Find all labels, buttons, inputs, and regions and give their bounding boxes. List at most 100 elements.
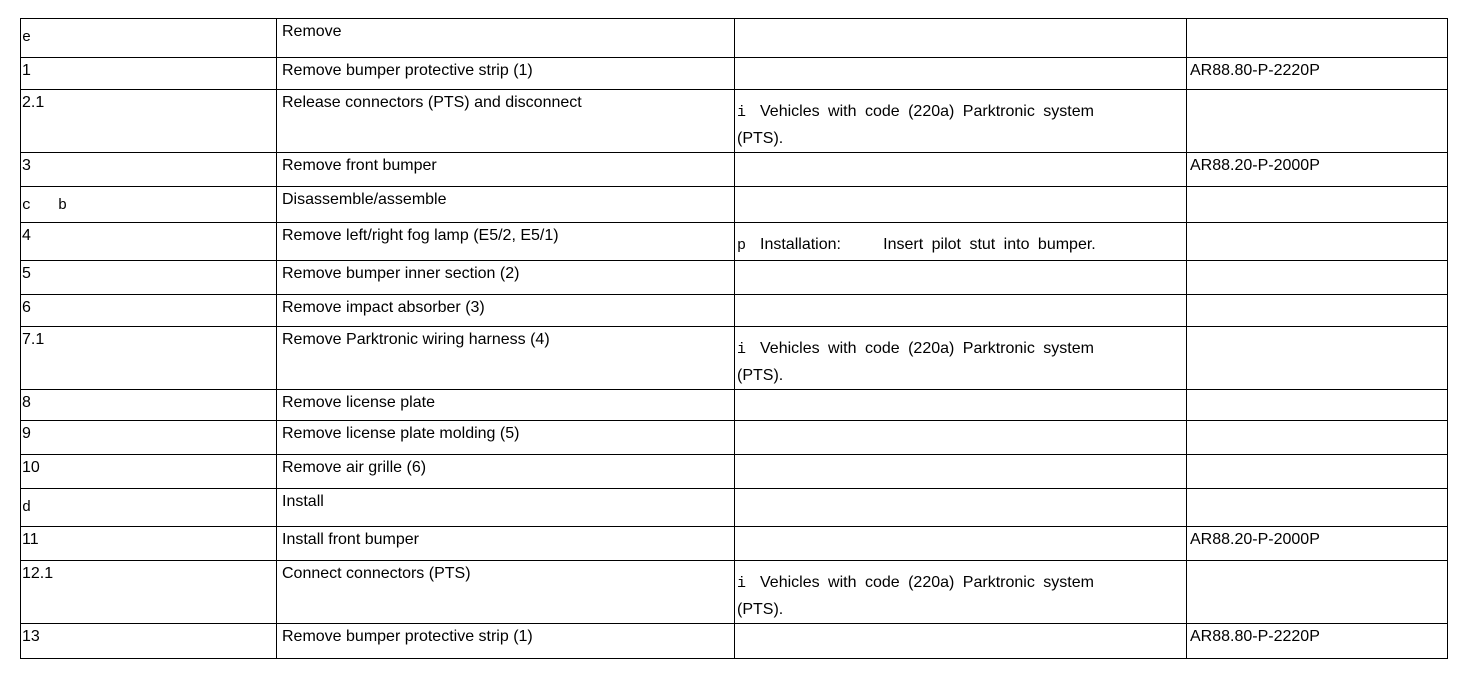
action-text: Remove left/right fog lamp (E5/2, E5/1): [282, 227, 559, 244]
note-text: Vehicles with code (220a) Parktronic sys…: [737, 103, 1103, 147]
step-cell: 1: [20, 57, 277, 90]
action-text: Remove license plate: [282, 394, 435, 411]
reference-cell: AR88.80-P-2220P: [1186, 623, 1448, 659]
action-text: Connect connectors (PTS): [282, 565, 471, 582]
note-cell: [734, 57, 1187, 90]
action-cell: Remove impact absorber (3): [276, 294, 735, 327]
note-cell: [734, 260, 1187, 295]
action-cell: Disassemble/assemble: [276, 186, 735, 223]
action-text: Remove bumper inner section (2): [282, 265, 520, 282]
step-cell: 9: [20, 420, 277, 455]
note-cell: [734, 186, 1187, 223]
action-cell: Remove bumper protective strip (1): [276, 623, 735, 659]
table-row: 2.1 Release connectors (PTS) and disconne…: [20, 89, 1448, 153]
action-text: Remove air grille (6): [282, 459, 427, 476]
action-cell: Connect connectors (PTS): [276, 560, 735, 624]
reference-cell: [1186, 186, 1448, 223]
note-cell: [734, 152, 1187, 187]
action-text: Install: [282, 493, 324, 510]
table-row: 7.1 Remove Parktronic wiring harness (4) i…: [20, 326, 1448, 390]
note-cell: i Vehicles with code (220a) Parktronic sy…: [734, 89, 1187, 153]
reference-cell: [1186, 260, 1448, 295]
reference-cell: [1186, 454, 1448, 489]
table-row: c b Disassemble/assemble: [20, 186, 1448, 223]
step-number: 7.1: [22, 331, 45, 348]
reference-link[interactable]: AR88.80-P-2220P: [1190, 628, 1320, 645]
reference-cell: AR88.20-P-2000P: [1186, 526, 1448, 561]
step-cell: 7.1: [20, 326, 277, 390]
info-icon: i: [737, 341, 747, 358]
note-cell: [734, 623, 1187, 659]
reference-cell: AR88.20-P-2000P: [1186, 152, 1448, 187]
note: i Vehicles with code (220a) Parktronic sy…: [737, 93, 1107, 152]
action-text: Remove front bumper: [282, 157, 437, 174]
table-row: 6 Remove impact absorber (3): [20, 294, 1448, 327]
step-cell: 11: [20, 526, 277, 561]
table-row: 1 Remove bumper protective strip (1) AR88.…: [20, 57, 1448, 90]
action-text: Remove Parktronic wiring harness (4): [282, 331, 550, 348]
action-cell: Remove license plate: [276, 389, 735, 421]
step-cell: e: [20, 18, 277, 58]
action-text: Remove impact absorber (3): [282, 299, 485, 316]
note-cell: [734, 420, 1187, 455]
table-row: 11 Install front bumper AR88.20-P-2000P: [20, 526, 1448, 561]
step-number: 11: [22, 531, 39, 548]
step-number: 6: [22, 299, 31, 316]
reference-link[interactable]: AR88.20-P-2000P: [1190, 157, 1320, 174]
note-cell: [734, 294, 1187, 327]
action-text: Disassemble/assemble: [282, 191, 447, 208]
note-icon: p: [737, 237, 747, 254]
step-cell: 3: [20, 152, 277, 187]
step-number: 9: [22, 425, 31, 442]
step-number: 1: [22, 62, 31, 79]
procedure-table: e Remove 1 Remove bumper protective strip (…: [20, 18, 1448, 659]
action-cell: Install: [276, 488, 735, 527]
reference-cell: [1186, 294, 1448, 327]
table-row: e Remove: [20, 18, 1448, 58]
action-cell: Remove: [276, 18, 735, 58]
step-number: 5: [22, 265, 31, 282]
step-number: c b: [22, 197, 68, 214]
step-cell: 10: [20, 454, 277, 489]
action-text: Release connectors (PTS) and disconnect: [282, 94, 582, 111]
reference-cell: [1186, 18, 1448, 58]
action-text: Remove bumper protective strip (1): [282, 62, 533, 79]
reference-link[interactable]: AR88.20-P-2000P: [1190, 531, 1320, 548]
note-text: Installation: Insert pilot stut into bum…: [760, 236, 1096, 253]
note-cell: p Installation: Insert pilot stut into bu…: [734, 222, 1187, 261]
note-text: Vehicles with code (220a) Parktronic sys…: [737, 340, 1103, 384]
table-row: 12.1 Connect connectors (PTS) i Vehicles wi…: [20, 560, 1448, 624]
step-number: 3: [22, 157, 31, 174]
step-number: 13: [22, 628, 40, 645]
reference-cell: [1186, 488, 1448, 527]
reference-cell: [1186, 326, 1448, 390]
action-text: Remove: [282, 23, 342, 40]
table-row: d Install: [20, 488, 1448, 527]
step-number: e: [22, 29, 32, 46]
note: p Installation: Insert pilot stut into bu…: [737, 226, 1107, 259]
note-cell: [734, 454, 1187, 489]
note-text: Vehicles with code (220a) Parktronic sys…: [737, 574, 1103, 618]
note-cell: i Vehicles with code (220a) Parktronic sy…: [734, 326, 1187, 390]
step-cell: c b: [20, 186, 277, 223]
step-cell: 5: [20, 260, 277, 295]
step-cell: 2.1: [20, 89, 277, 153]
step-number: 8: [22, 394, 31, 411]
note-cell: [734, 526, 1187, 561]
reference-cell: [1186, 89, 1448, 153]
table-row: 4 Remove left/right fog lamp (E5/2, E5/1)…: [20, 222, 1448, 261]
action-cell: Remove air grille (6): [276, 454, 735, 489]
step-cell: 6: [20, 294, 277, 327]
action-cell: Remove Parktronic wiring harness (4): [276, 326, 735, 390]
action-text: Remove bumper protective strip (1): [282, 628, 533, 645]
info-icon: i: [737, 575, 747, 592]
reference-link[interactable]: AR88.80-P-2220P: [1190, 62, 1320, 79]
table-row: 3 Remove front bumper AR88.20-P-2000P: [20, 152, 1448, 187]
action-cell: Remove bumper inner section (2): [276, 260, 735, 295]
step-number: d: [22, 499, 32, 516]
action-cell: Remove bumper protective strip (1): [276, 57, 735, 90]
reference-cell: [1186, 389, 1448, 421]
reference-cell: [1186, 560, 1448, 624]
reference-cell: AR88.80-P-2220P: [1186, 57, 1448, 90]
note: i Vehicles with code (220a) Parktronic sy…: [737, 330, 1107, 389]
